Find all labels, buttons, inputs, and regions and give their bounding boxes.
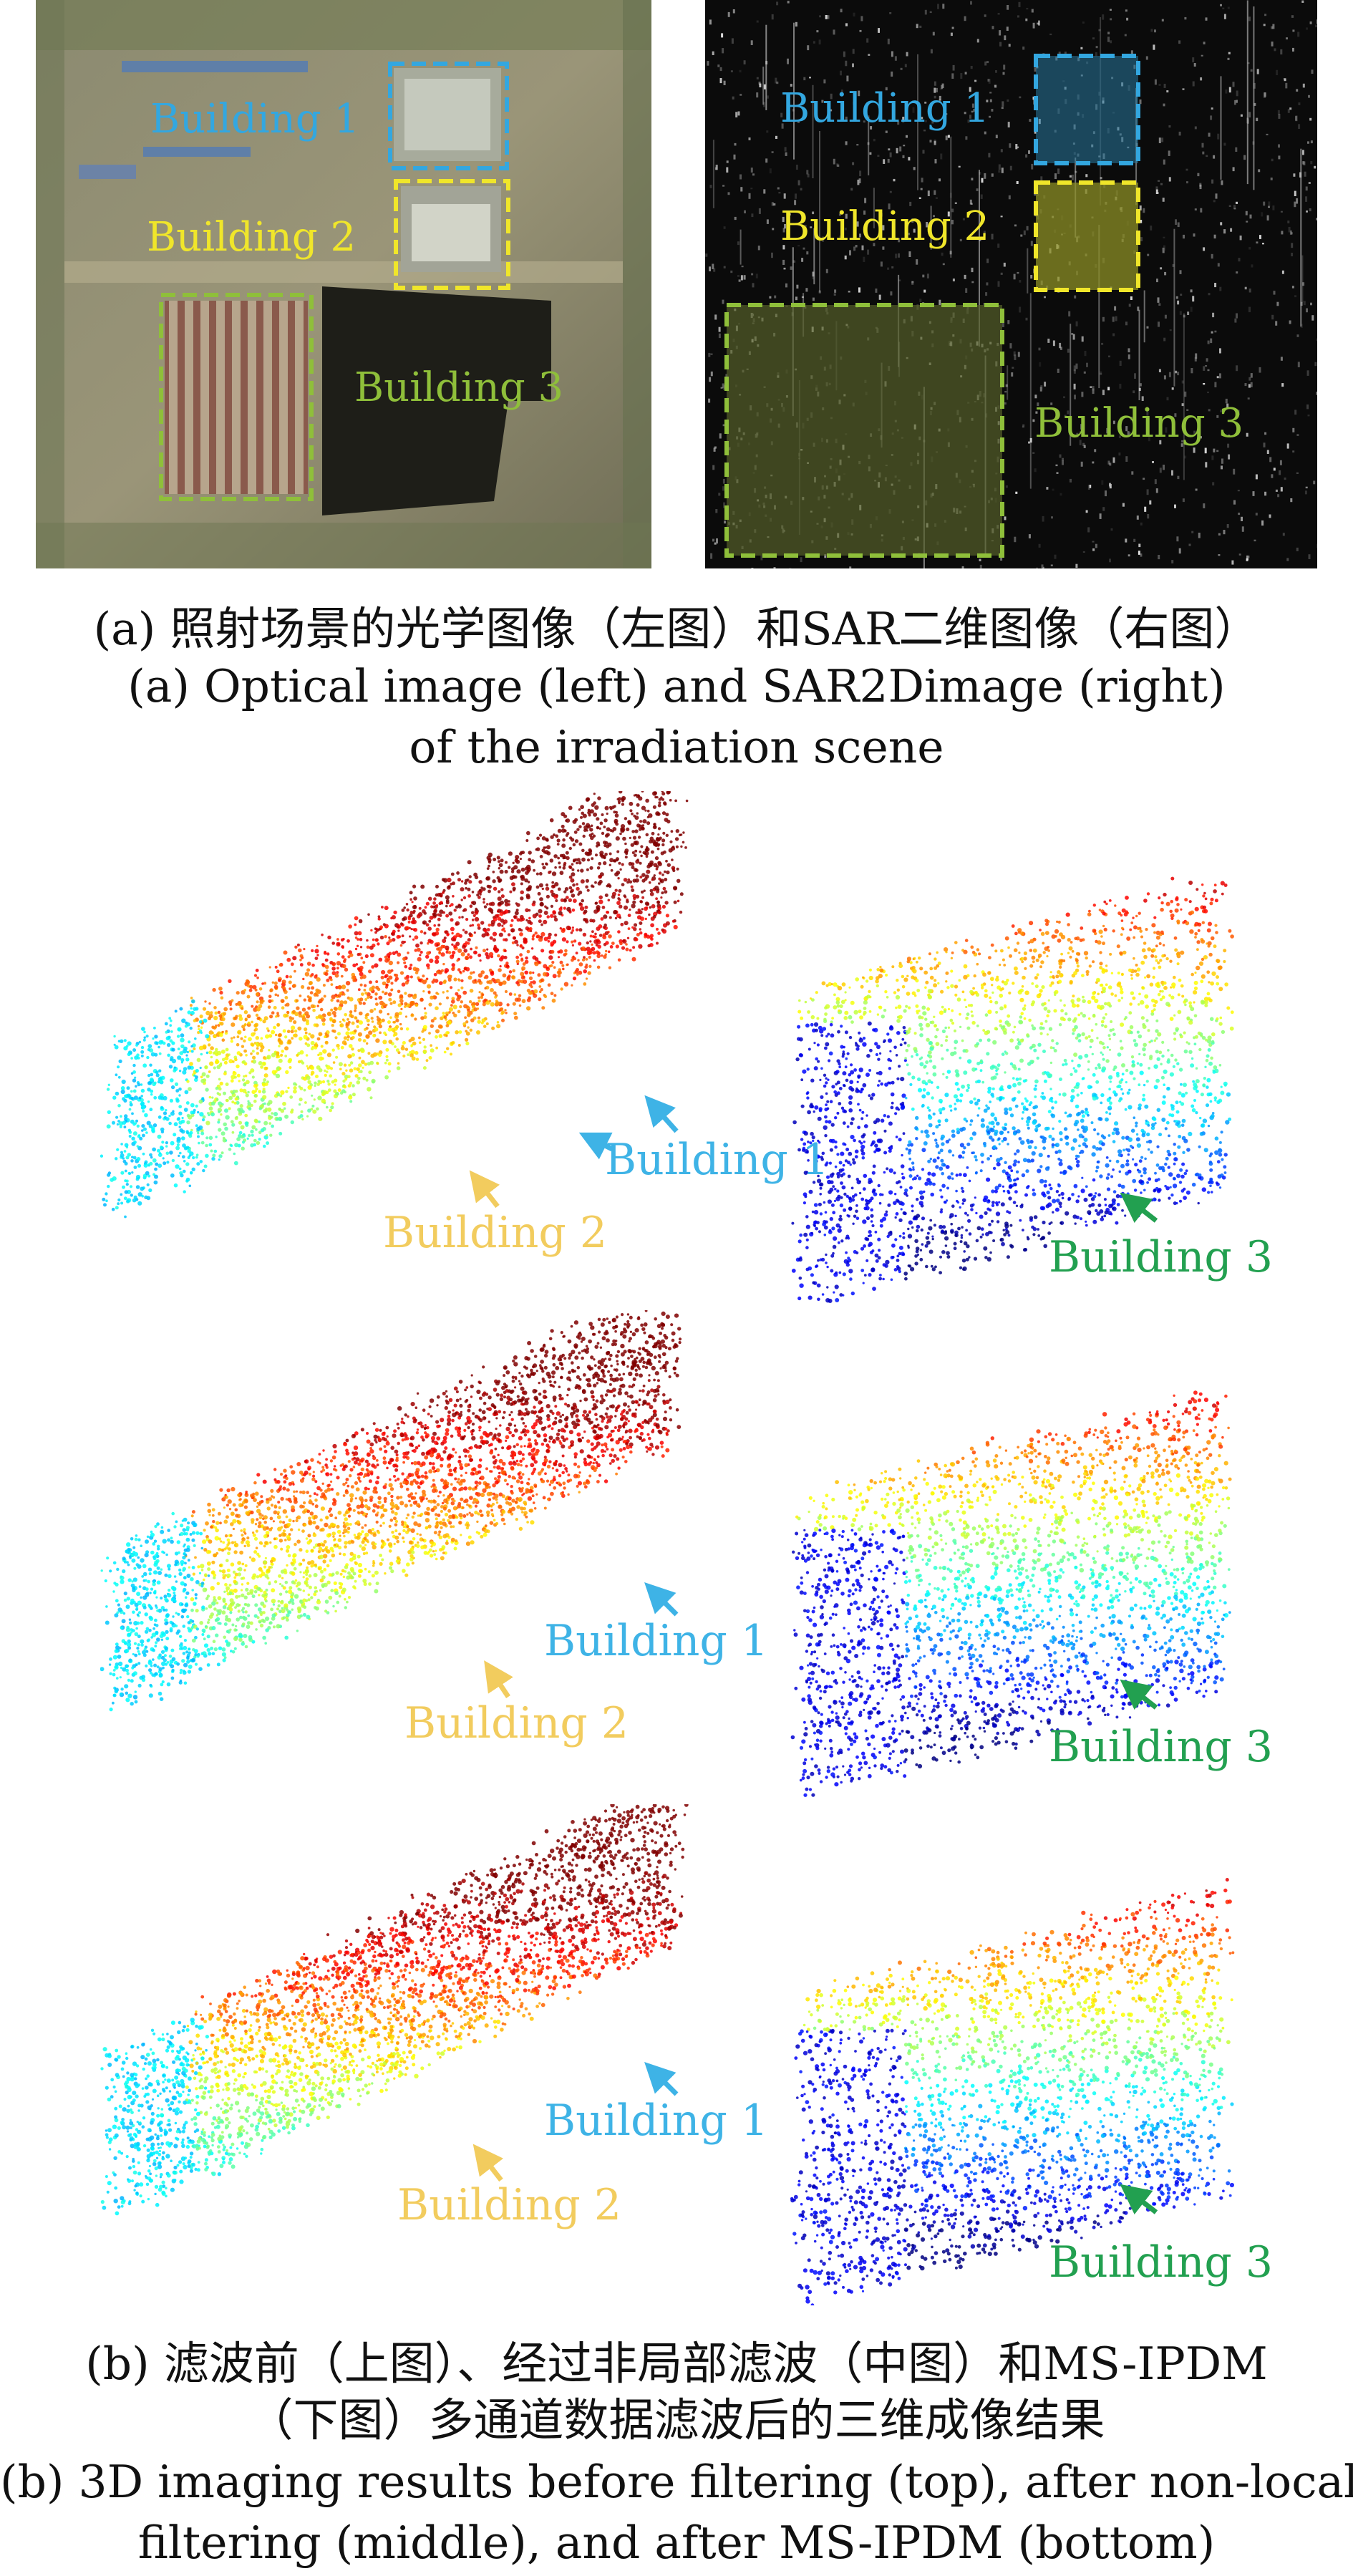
point-cloud-row-3-left xyxy=(100,1803,745,2305)
sar-label-building-2: Building 2 xyxy=(780,203,989,250)
caption-a-english-line-1: (a) Optical image (left) and SAR2Dimage … xyxy=(127,660,1226,712)
row-2-label-building-1: Building 1 xyxy=(544,1616,769,1666)
row-1-label-building-3: Building 3 xyxy=(1049,1232,1274,1282)
caption-b-chinese-line-1: (b) 滤波前（上图）、经过非局部滤波（中图）和MS-IPDM xyxy=(85,2338,1268,2390)
arrow-row-3-building-2 xyxy=(472,2144,504,2182)
row-3-label-building-2: Building 2 xyxy=(397,2180,622,2230)
optical-image-drawing: Building 1 Building 2 Building 3 xyxy=(36,0,651,568)
row-1-label-building-1: Building 1 xyxy=(605,1135,830,1185)
arrow-row-3-building-3 xyxy=(1120,2184,1158,2215)
point-cloud-row-2-right xyxy=(780,1310,1281,1797)
arrow-row-1-building-2 xyxy=(469,1170,500,1209)
row-2-label-building-3: Building 3 xyxy=(1049,1722,1274,1772)
point-cloud-row-2-left xyxy=(100,1309,745,1797)
point-cloud-row-2-right-plot xyxy=(790,1390,1232,1797)
point-cloud-row-1-right xyxy=(780,791,1281,1307)
row-3-label-building-3: Building 3 xyxy=(1049,2237,1274,2287)
point-cloud-row-2-left-plot xyxy=(100,1309,682,1712)
row-3-label-building-1: Building 1 xyxy=(544,2096,769,2146)
sar-image-drawing: Building 1 Building 2 Building 3 xyxy=(705,0,1317,568)
arrow-row-2-building-1 xyxy=(644,1582,679,1617)
row-1-label-building-2: Building 2 xyxy=(383,1208,608,1258)
caption-a-english-line-2: of the irradiation scene xyxy=(409,721,944,773)
optical-label-building-1: Building 1 xyxy=(150,96,359,142)
optical-label-building-2: Building 2 xyxy=(147,214,356,261)
point-cloud-row-3-right-plot xyxy=(790,1878,1235,2308)
caption-b-english-line-2: filtering (middle), and after MS-IPDM (b… xyxy=(137,2517,1216,2569)
caption-b-english-line-1: (b) 3D imaging results before filtering … xyxy=(0,2456,1353,2508)
arrow-row-1-building-1b xyxy=(578,1132,614,1160)
point-cloud-row-1-left-plot xyxy=(100,790,689,1219)
optical-label-building-3: Building 3 xyxy=(354,364,563,411)
arrow-row-2-building-2 xyxy=(484,1660,513,1698)
point-cloud-row-1-right-plot xyxy=(791,876,1234,1303)
point-cloud-row-3-right xyxy=(780,1804,1281,2308)
sar-2d-image: Building 1 Building 2 Building 3 xyxy=(705,0,1317,568)
caption-b-chinese-line-2: （下图）多通道数据滤波后的三维成像结果 xyxy=(248,2394,1105,2446)
arrow-row-1-building-1 xyxy=(644,1095,679,1133)
point-cloud-row-3-left-plot xyxy=(100,1803,689,2216)
row-2-label-building-2: Building 2 xyxy=(404,1698,629,1748)
arrow-row-3-building-1 xyxy=(644,2062,679,2096)
point-cloud-row-1-left xyxy=(100,790,745,1307)
sar-label-building-3: Building 3 xyxy=(1034,400,1243,447)
sar-label-building-1: Building 1 xyxy=(780,85,989,132)
arrow-row-1-building-3 xyxy=(1120,1192,1158,1224)
arrow-row-2-building-3 xyxy=(1120,1679,1158,1710)
optical-image: Building 1 Building 2 Building 3 xyxy=(36,0,651,568)
caption-a-chinese: (a) 照射场景的光学图像（左图）和SAR二维图像（右图） xyxy=(93,603,1260,655)
